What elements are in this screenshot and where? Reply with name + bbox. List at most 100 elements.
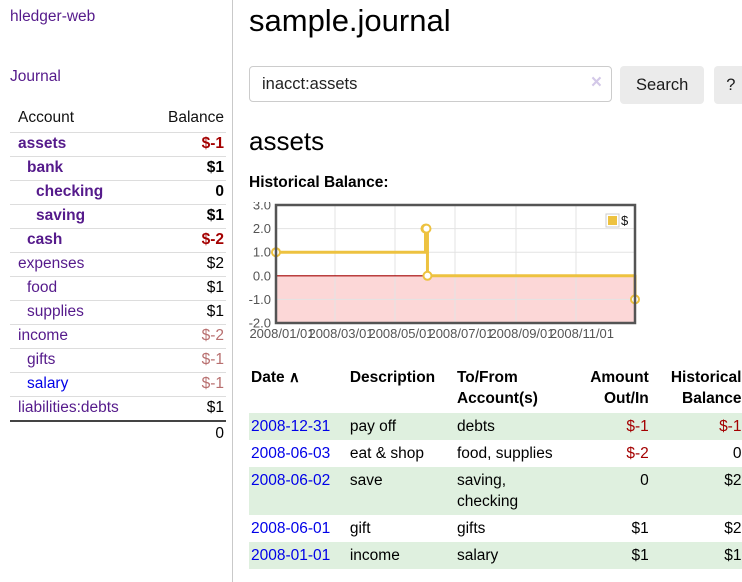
svg-text:-2.0: -2.0 xyxy=(249,316,271,331)
column-header-description: Description xyxy=(348,365,455,413)
amount-cell: $-1 xyxy=(626,418,649,435)
chart-canvas: $3.0 2.0 1.0 0.0 -1.0 -2.02008/01/012008/03/0… xyxy=(249,198,640,341)
account-row: checking 0 xyxy=(10,180,226,204)
account-title: assets xyxy=(249,126,325,156)
svg-text:2008/05/01: 2008/05/01 xyxy=(368,326,433,341)
date-cell: 2008-12-31 xyxy=(249,413,348,440)
account-balance: $1 xyxy=(206,279,224,296)
amount-header-line2: Out/In xyxy=(603,390,649,407)
balance-column-header: Balance xyxy=(167,109,224,126)
svg-text:0.0: 0.0 xyxy=(253,268,271,283)
account-balance: 0 xyxy=(215,183,224,200)
transaction-row: 2008-06-03 eat & shop food, supplies $-2 0 xyxy=(249,440,742,467)
transaction-date-link[interactable]: 2008-06-02 xyxy=(251,472,331,489)
column-header-accounts: To/From Account(s) xyxy=(455,365,570,413)
account-column-header: Account xyxy=(18,109,75,126)
help-button[interactable]: ? xyxy=(714,66,742,104)
date-cell: 2008-06-02 xyxy=(249,467,348,515)
transaction-date-link[interactable]: 2008-01-01 xyxy=(251,547,331,564)
account-link-cash[interactable]: cash xyxy=(27,231,63,248)
register-table: Date ∧ Description To/From Account(s) Am… xyxy=(249,365,742,569)
account-link-expenses[interactable]: expenses xyxy=(18,255,85,272)
account-row: food $1 xyxy=(10,276,226,300)
amount-header-line1: Amount xyxy=(590,369,649,386)
accounts-list: assets $-1 bank $1 checking 0 saving $1 cash $-2 e… xyxy=(10,132,226,420)
accounts-balance-table: Account Balance assets $-1 bank $1 checking 0… xyxy=(10,106,226,446)
account-link-gifts[interactable]: gifts xyxy=(27,351,56,368)
account-link-bank[interactable]: bank xyxy=(27,159,64,176)
main-content: sample.journal × Search ? assets Histori… xyxy=(233,0,742,582)
search-input[interactable] xyxy=(249,66,612,102)
search-form: × Search ? xyxy=(249,66,742,104)
amount-cell: $-2 xyxy=(626,445,649,462)
balance-cell: $1 xyxy=(724,547,742,564)
account-balance: $1 xyxy=(206,399,224,416)
account-row: expenses $2 xyxy=(10,252,226,276)
accounts-total-value: 0 xyxy=(215,425,224,442)
account-link-saving[interactable]: saving xyxy=(36,207,86,224)
balance-cell: $-1 xyxy=(719,418,742,435)
account-row: liabilities:debts $1 xyxy=(10,396,226,420)
clear-search-icon[interactable]: × xyxy=(590,72,602,93)
transaction-row: 2008-06-02 save saving, checking 0 $2 xyxy=(249,467,742,515)
page-title: sample.journal xyxy=(249,3,451,38)
description-cell: save xyxy=(349,472,383,489)
accounts-cell: food, supplies xyxy=(456,445,553,462)
svg-text:3.0: 3.0 xyxy=(253,202,271,213)
transaction-date-link[interactable]: 2008-12-31 xyxy=(251,418,331,435)
accounts-total-row: 0 xyxy=(10,420,226,446)
accounts-cell: saving, checking xyxy=(456,472,519,510)
account-balance: $1 xyxy=(206,303,224,320)
historical-balance-chart: $3.0 2.0 1.0 0.0 -1.0 -2.0 2008/01/01 2008/03/0… xyxy=(249,198,742,347)
account-balance: $-1 xyxy=(201,135,224,152)
svg-text:2008/03/01: 2008/03/01 xyxy=(308,326,373,341)
app-title-link[interactable]: hledger-web xyxy=(10,8,96,25)
account-link-food[interactable]: food xyxy=(27,279,58,296)
svg-text:2.0: 2.0 xyxy=(253,221,271,236)
account-link-assets[interactable]: assets xyxy=(18,135,67,152)
account-balance: $2 xyxy=(206,255,224,272)
accounts-cell: salary xyxy=(456,547,499,564)
transaction-row: 2008-06-01 gift gifts $1 $2 xyxy=(249,515,742,542)
svg-text:2008/09/01: 2008/09/01 xyxy=(489,326,554,341)
description-header-label: Description xyxy=(349,369,436,386)
svg-text:2008/07/01: 2008/07/01 xyxy=(428,326,493,341)
svg-text:2008/11/01: 2008/11/01 xyxy=(550,326,614,341)
chart-label: Historical Balance: xyxy=(249,174,389,191)
date-cell: 2008-01-01 xyxy=(249,542,348,569)
balance-cell: 0 xyxy=(732,445,742,462)
search-button[interactable]: Search xyxy=(620,66,705,104)
date-cell: 2008-06-03 xyxy=(249,440,348,467)
balance-cell: $2 xyxy=(724,472,742,489)
description-cell: gift xyxy=(349,520,371,537)
transaction-row: 2008-01-01 income salary $1 $1 xyxy=(249,542,742,569)
accounts-header-line1: To/From xyxy=(456,369,518,386)
description-cell: income xyxy=(349,547,400,564)
account-balance: $-1 xyxy=(201,351,224,368)
account-balance: $-2 xyxy=(201,327,224,344)
sidebar-item-journal[interactable]: Journal xyxy=(10,68,61,85)
date-header-label: Date xyxy=(251,369,285,386)
account-balance: $-2 xyxy=(201,231,224,248)
register-header-row: Date ∧ Description To/From Account(s) Am… xyxy=(249,365,742,413)
svg-text:-1.0: -1.0 xyxy=(249,292,271,307)
transaction-date-link[interactable]: 2008-06-01 xyxy=(251,520,331,537)
account-link-salary[interactable]: salary xyxy=(27,375,69,392)
account-link-income[interactable]: income xyxy=(18,327,68,344)
accounts-cell: gifts xyxy=(456,520,486,537)
balance-cell: $2 xyxy=(724,520,742,537)
account-link-liabilities-debts[interactable]: liabilities:debts xyxy=(18,399,119,416)
account-row: income $-2 xyxy=(10,324,226,348)
column-header-amount: Amount Out/In xyxy=(570,365,654,413)
svg-text:1.0: 1.0 xyxy=(253,245,271,260)
date-cell: 2008-06-01 xyxy=(249,515,348,542)
account-link-checking[interactable]: checking xyxy=(36,183,104,200)
transaction-date-link[interactable]: 2008-06-03 xyxy=(251,445,331,462)
account-balance: $1 xyxy=(206,159,224,176)
svg-text:2008/01/01: 2008/01/01 xyxy=(249,326,314,341)
description-cell: eat & shop xyxy=(349,445,424,462)
column-header-date[interactable]: Date ∧ xyxy=(249,365,348,413)
account-link-supplies[interactable]: supplies xyxy=(27,303,84,320)
amount-cell: 0 xyxy=(640,472,649,489)
balance-header-line1: Historical xyxy=(670,369,742,386)
